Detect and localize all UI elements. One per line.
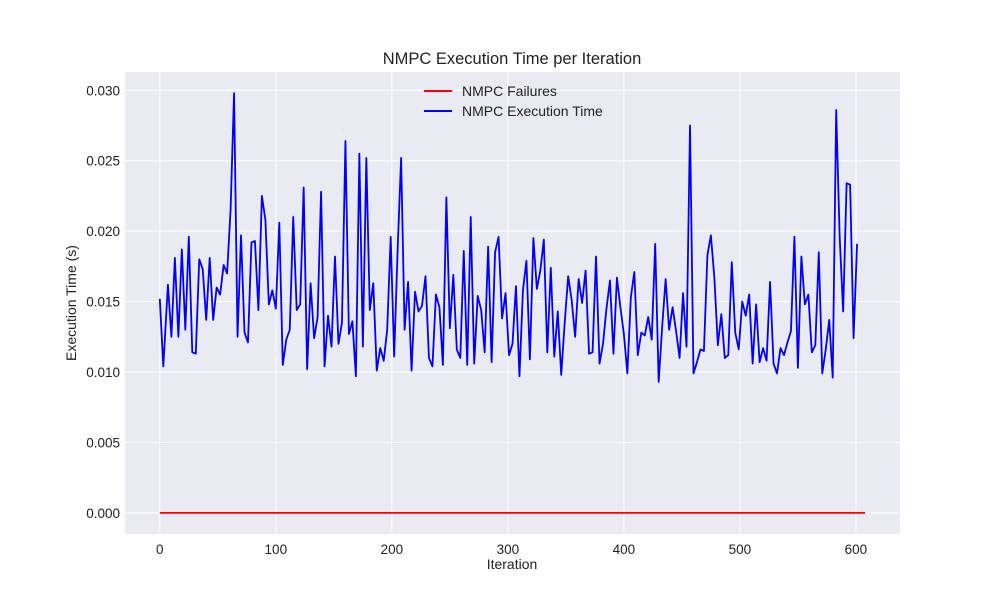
x-tick-label: 600 (845, 542, 868, 557)
x-tick-label: 300 (497, 542, 520, 557)
x-tick-label: 0 (156, 542, 164, 557)
x-tick-label: 200 (381, 542, 404, 557)
y-tick-label: 0.000 (86, 506, 120, 521)
series-layer (158, 92, 866, 514)
y-tick-label: 0.020 (86, 224, 120, 239)
y-tick-label: 0.015 (86, 295, 120, 310)
x-tick-label: 100 (265, 542, 288, 557)
legend-label-execution-time: NMPC Execution Time (462, 103, 603, 119)
y-axis-ticks: 0.000 0.005 0.010 0.015 0.020 0.025 0.030 (86, 83, 120, 521)
plot-area (125, 72, 900, 534)
legend-label-failures: NMPC Failures (462, 83, 557, 99)
x-tick-label: 500 (729, 542, 752, 557)
chart-title: NMPC Execution Time per Iteration (383, 50, 642, 68)
x-axis-label: Iteration (487, 556, 538, 572)
y-axis-label: Execution Time (s) (63, 245, 79, 361)
x-tick-label: 400 (613, 542, 636, 557)
legend: NMPC Failures NMPC Execution Time (424, 83, 603, 119)
x-axis-ticks: 0 100 200 300 400 500 600 (156, 542, 867, 557)
series-line-execution-time (158, 92, 858, 383)
y-tick-label: 0.010 (86, 365, 120, 380)
y-tick-label: 0.030 (86, 83, 120, 98)
y-tick-label: 0.025 (86, 154, 120, 169)
y-tick-label: 0.005 (86, 435, 120, 450)
